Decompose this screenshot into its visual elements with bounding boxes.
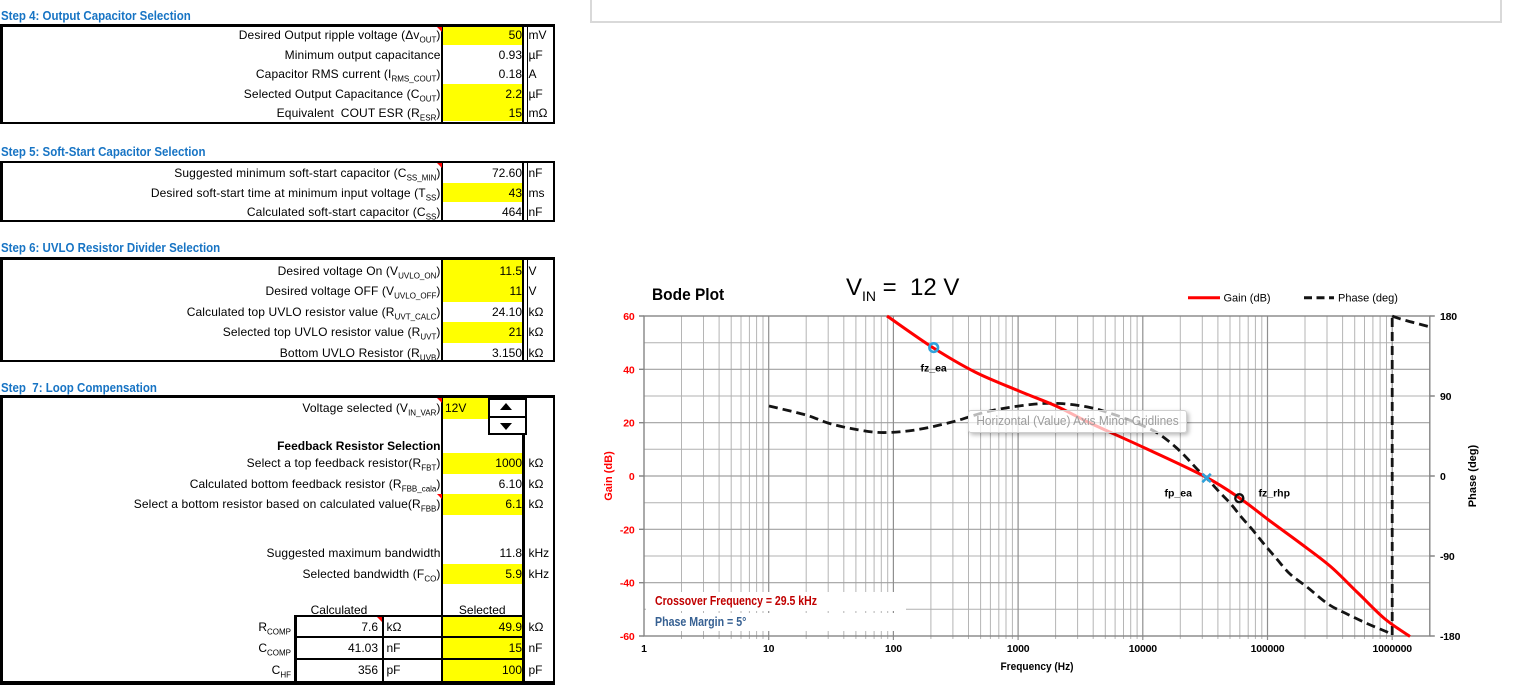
svg-text:60: 60 bbox=[623, 311, 635, 323]
svg-text:fp_ea: fp_ea bbox=[1165, 488, 1193, 500]
svg-text:Frequency (Hz): Frequency (Hz) bbox=[1001, 661, 1074, 673]
svg-text:1000000: 1000000 bbox=[1372, 643, 1412, 655]
svg-text:-40: -40 bbox=[620, 578, 635, 590]
svg-text:-90: -90 bbox=[1440, 551, 1455, 563]
svg-text:0: 0 bbox=[629, 471, 635, 483]
svg-text:0: 0 bbox=[1440, 471, 1446, 483]
svg-text:180: 180 bbox=[1440, 311, 1457, 323]
svg-text:-180: -180 bbox=[1440, 631, 1461, 643]
svg-text:20: 20 bbox=[623, 418, 635, 430]
svg-text:Gain (dB): Gain (dB) bbox=[603, 451, 615, 501]
svg-text:Phase (deg): Phase (deg) bbox=[1467, 444, 1479, 507]
svg-text:10000: 10000 bbox=[1129, 643, 1158, 655]
svg-text:90: 90 bbox=[1440, 391, 1452, 403]
svg-text:Phase (deg): Phase (deg) bbox=[1338, 293, 1398, 305]
svg-text:Gain (dB): Gain (dB) bbox=[1224, 293, 1271, 305]
svg-text:100000: 100000 bbox=[1251, 643, 1285, 655]
svg-text:1000: 1000 bbox=[1007, 643, 1030, 655]
svg-text:100: 100 bbox=[885, 643, 902, 655]
svg-text:fz_ea: fz_ea bbox=[921, 363, 947, 375]
svg-text:fz_rhp: fz_rhp bbox=[1259, 488, 1291, 500]
svg-text:40: 40 bbox=[623, 364, 635, 376]
svg-text:10: 10 bbox=[763, 643, 775, 655]
svg-text:-60: -60 bbox=[620, 631, 635, 643]
svg-text:-20: -20 bbox=[620, 524, 635, 536]
svg-text:1: 1 bbox=[641, 643, 647, 655]
